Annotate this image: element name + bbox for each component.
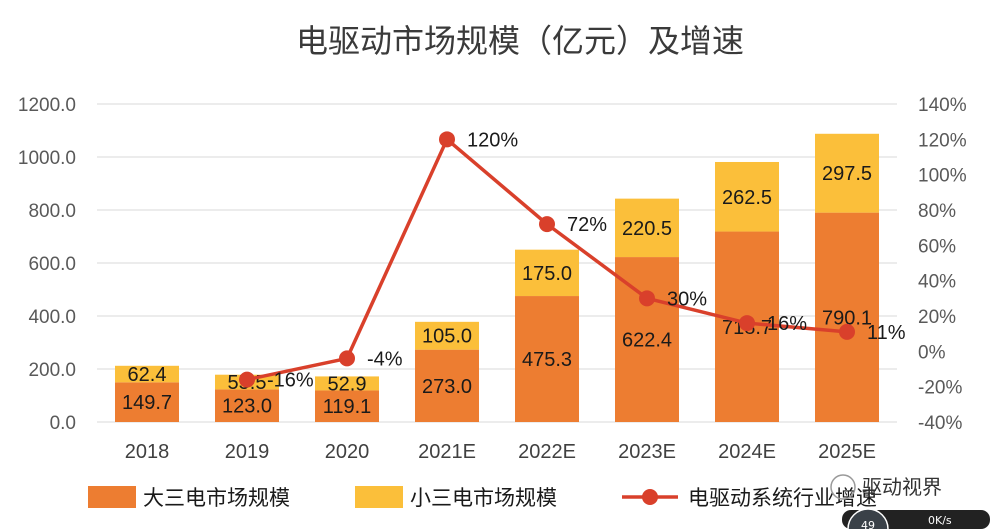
bar-small — [515, 249, 579, 297]
growth-point — [439, 131, 455, 148]
watermark: 驱动视界 49 0K/s — [830, 474, 990, 529]
growth-labels: -16% -4% 120% 72% 30% 16% 11% — [267, 129, 906, 391]
bar-large-label: 119.1 — [323, 396, 372, 418]
speed-badge-text: 49 — [861, 519, 875, 529]
right-tick-label: 60% — [918, 236, 956, 257]
bar-large-label: 475.3 — [522, 349, 572, 371]
bar-large — [815, 212, 879, 422]
growth-line — [239, 131, 855, 388]
bar-large — [315, 390, 379, 422]
bar-small — [815, 133, 879, 213]
left-axis-ticks: 0.0 200.0 400.0 600.0 800.0 1000.0 1200.0 — [18, 95, 76, 434]
growth-point — [839, 323, 855, 340]
speed-text: 0K/s — [928, 514, 952, 527]
category-label: 2019 — [225, 441, 270, 463]
bar-large-label: 123.0 — [222, 396, 272, 418]
right-tick-label: -40% — [918, 413, 962, 434]
bar-small-label: 220.5 — [622, 218, 672, 240]
right-axis-ticks: -40% -20% 0% 20% 40% 60% 80% 100% 120% 140% — [918, 95, 967, 434]
bar-small — [715, 161, 779, 232]
growth-label: 11% — [867, 322, 906, 344]
category-label: 2024E — [718, 441, 776, 463]
legend-swatch-small — [355, 486, 403, 508]
bar-small-label: 297.5 — [822, 163, 872, 185]
watermark-text: 驱动视界 — [862, 475, 942, 499]
bar-large — [515, 296, 579, 422]
right-tick-label: 100% — [918, 166, 967, 187]
category-label: 2020 — [325, 441, 370, 463]
left-tick-label: 1200.0 — [18, 95, 76, 116]
speed-badge — [847, 508, 889, 529]
right-tick-label: 20% — [918, 307, 956, 328]
right-tick-label: 40% — [918, 272, 956, 293]
bars — [115, 133, 879, 422]
growth-label: 72% — [567, 214, 607, 236]
chart-title: 电驱动市场规模（亿元）及增速 — [296, 22, 744, 60]
legend: 大三电市场规模 小三电市场规模 电驱动系统行业增速 — [88, 486, 877, 510]
growth-label: 30% — [667, 288, 707, 310]
category-label: 2023E — [618, 441, 676, 463]
growth-label: 120% — [467, 129, 518, 151]
bar-small — [315, 376, 379, 391]
left-tick-label: 0.0 — [50, 413, 76, 434]
right-tick-label: 80% — [918, 201, 956, 222]
legend-marker — [642, 489, 658, 505]
growth-point — [639, 290, 655, 307]
bar-small-label: 175.0 — [522, 263, 572, 285]
growth-label: -4% — [367, 348, 403, 370]
growth-point — [539, 216, 555, 233]
bar-large-label: 790.1 — [822, 307, 872, 329]
left-tick-label: 800.0 — [28, 201, 76, 222]
right-tick-label: 120% — [918, 130, 967, 151]
category-label: 2025E — [818, 441, 876, 463]
left-tick-label: 400.0 — [28, 307, 76, 328]
bar-small-label: 62.4 — [128, 364, 167, 386]
bar-small-label: 262.5 — [722, 187, 772, 209]
left-tick-label: 1000.0 — [18, 148, 76, 169]
bar-small — [615, 198, 679, 258]
growth-point — [239, 371, 255, 388]
bar-small-label: 52.9 — [328, 373, 367, 395]
legend-label-large: 大三电市场规模 — [143, 486, 290, 510]
bar-large-label: 273.0 — [422, 376, 472, 398]
right-tick-label: -20% — [918, 378, 962, 399]
growth-point — [339, 350, 355, 367]
bar-large — [215, 389, 279, 422]
category-label: 2021E — [418, 441, 476, 463]
left-tick-label: 200.0 — [28, 360, 76, 381]
growth-label: 16% — [767, 313, 807, 335]
legend-label-small: 小三电市场规模 — [410, 486, 557, 510]
category-labels: 2018 2019 2020 2021E 2022E 2023E 2024E 2025E — [125, 441, 876, 463]
category-label: 2022E — [518, 441, 576, 463]
bar-large-label: 149.7 — [122, 392, 172, 414]
growth-label: -16% — [267, 370, 314, 392]
category-label: 2018 — [125, 441, 170, 463]
right-tick-label: 0% — [918, 342, 946, 363]
bar-large-label: 622.4 — [622, 330, 672, 352]
bar-small — [415, 321, 479, 350]
wechat-icon — [830, 474, 856, 500]
growth-point — [739, 315, 755, 332]
bar-small-label: 105.0 — [422, 326, 472, 348]
bar-small — [115, 365, 179, 383]
right-tick-label: 140% — [918, 95, 967, 116]
gridlines — [97, 103, 897, 423]
left-tick-label: 600.0 — [28, 254, 76, 275]
bar-large — [115, 382, 179, 422]
legend-swatch-large — [88, 486, 136, 508]
bar-large — [415, 349, 479, 422]
